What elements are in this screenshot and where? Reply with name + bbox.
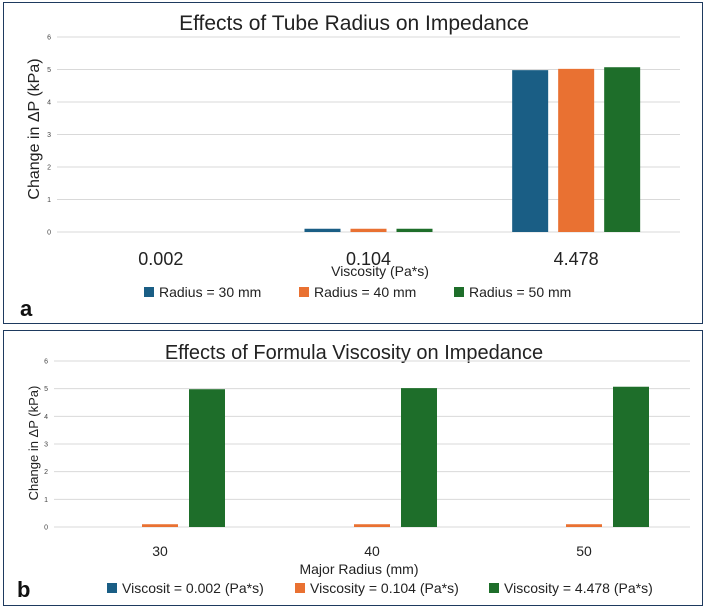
x-category-label: 40: [364, 543, 380, 559]
y-tick-label: 5: [47, 67, 51, 74]
y-tick-label: 5: [44, 386, 48, 393]
bar: [189, 389, 225, 527]
y-tick-label: 3: [47, 132, 51, 139]
y-tick-label: 4: [44, 414, 48, 421]
legend-label: Viscosity = 0.104 (Pa*s): [310, 580, 459, 596]
legend-label: Radius = 50 mm: [469, 284, 571, 300]
y-tick-label: 3: [44, 442, 48, 449]
bar: [604, 67, 641, 232]
chart-a-ylabel: Change in ΔP (kPa): [26, 58, 43, 199]
chart-a-xlabel: Viscosity (Pa*s): [331, 263, 429, 279]
bar: [304, 228, 341, 232]
chart-a-title: Effects of Tube Radius on Impedance: [179, 12, 529, 35]
bar: [396, 228, 433, 232]
y-tick-label: 0: [47, 230, 51, 237]
y-tick-label: 4: [47, 100, 51, 107]
chart-b-xlabel: Major Radius (mm): [299, 561, 418, 577]
y-tick-label: 0: [44, 525, 48, 532]
bar: [613, 386, 649, 527]
chart-panel-b: Effects of Formula Viscosity on Impedanc…: [3, 330, 703, 606]
bar: [354, 524, 390, 527]
bar: [350, 228, 387, 232]
legend-label: Viscosity = 4.478 (Pa*s): [504, 580, 653, 596]
y-tick-label: 1: [47, 197, 51, 204]
bar: [558, 68, 595, 232]
bar: [401, 388, 437, 527]
y-tick-label: 6: [47, 35, 51, 42]
y-tick-label: 2: [47, 165, 51, 172]
chart-b-panel-letter: b: [17, 577, 30, 602]
legend-label: Radius = 30 mm: [159, 284, 261, 300]
y-tick-label: 2: [44, 469, 48, 476]
bar: [566, 524, 602, 527]
legend-swatch: [107, 583, 117, 593]
bar: [142, 524, 178, 527]
chart-a-svg: Effects of Tube Radius on Impedance Chan…: [20, 12, 680, 321]
x-category-label: 50: [576, 543, 592, 559]
x-category-label: 0.002: [138, 249, 183, 269]
chart-b-ylabel: Change in ΔP (kPa): [26, 386, 41, 501]
x-category-label: 30: [152, 543, 168, 559]
chart-b-svg: Effects of Formula Viscosity on Impedanc…: [17, 342, 690, 602]
legend-label: Viscosit = 0.002 (Pa*s): [122, 580, 264, 596]
legend-swatch: [454, 287, 464, 297]
legend-swatch: [144, 287, 154, 297]
legend-label: Radius = 40 mm: [314, 284, 416, 300]
legend-swatch: [295, 583, 305, 593]
chart-a-panel-letter: a: [20, 296, 33, 321]
chart-b-title: Effects of Formula Viscosity on Impedanc…: [165, 342, 543, 364]
y-tick-label: 1: [44, 497, 48, 504]
bar: [512, 70, 549, 233]
y-tick-label: 6: [44, 359, 48, 366]
x-category-label: 4.478: [554, 249, 599, 269]
x-category-label: 0.104: [346, 249, 391, 269]
legend-swatch: [489, 583, 499, 593]
legend-swatch: [299, 287, 309, 297]
chart-panel-a: Effects of Tube Radius on Impedance Chan…: [3, 2, 703, 324]
